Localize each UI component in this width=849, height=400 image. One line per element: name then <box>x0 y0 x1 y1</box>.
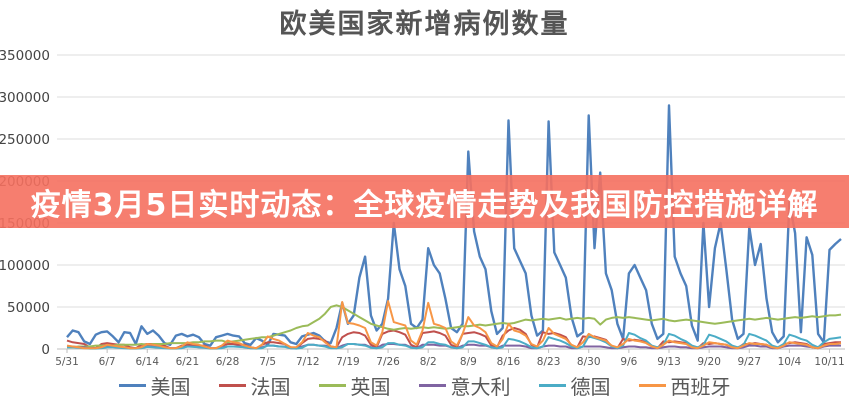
news-banner-text: 疫情3月5日实时动态：全球疫情走势及我国防控措施详解 <box>30 187 819 223</box>
y-axis-label: 0 <box>41 342 50 358</box>
x-axis-label: 9/27 <box>737 356 761 368</box>
legend-marker-spain <box>638 384 666 387</box>
legend-label-usa: 美国 <box>150 375 191 399</box>
legend-item-germany: 德国 <box>538 371 611 400</box>
legend-label-spain: 西班牙 <box>670 375 731 399</box>
legend-label-italy: 意大利 <box>450 375 511 399</box>
x-axis-label: 7/12 <box>296 356 320 368</box>
x-axis-label: 8/9 <box>460 356 477 368</box>
legend-item-spain: 西班牙 <box>638 371 731 400</box>
y-axis-label: 350000 <box>0 48 50 64</box>
x-axis-label: 8/2 <box>420 356 437 368</box>
x-axis-label: 8/16 <box>497 356 521 368</box>
x-axis-label: 6/14 <box>135 356 159 368</box>
legend-marker-germany <box>538 384 566 387</box>
legend-label-uk: 英国 <box>350 375 391 399</box>
legend-marker-uk <box>318 384 346 387</box>
legend-label-germany: 德国 <box>570 375 611 399</box>
x-axis-label: 6/28 <box>216 356 240 368</box>
x-axis-label: 10/4 <box>778 356 802 368</box>
y-axis-label: 250000 <box>0 132 50 148</box>
legend-marker-usa <box>118 384 146 387</box>
legend-marker-france <box>218 384 246 387</box>
chart-legend: 美国 法国 英国 意大利 德国 西班牙 <box>0 371 849 400</box>
legend-item-italy: 意大利 <box>418 371 511 400</box>
x-axis-label: 5/31 <box>55 356 79 368</box>
y-axis-label: 50000 <box>7 300 50 316</box>
series-line-spain <box>66 300 842 350</box>
legend-item-france: 法国 <box>218 371 291 400</box>
x-axis-label: 7/19 <box>336 356 360 368</box>
x-axis-label: 9/13 <box>657 356 681 368</box>
series-line-usa <box>66 104 842 347</box>
x-axis-label: 6/21 <box>176 356 200 368</box>
legend-item-usa: 美国 <box>118 371 191 400</box>
legend-marker-italy <box>418 384 446 387</box>
chart-title: 欧美国家新增病例数量 <box>279 9 570 40</box>
x-axis-label: 10/11 <box>814 356 844 368</box>
news-banner: 疫情3月5日实时动态：全球疫情走势及我国防控措施详解 <box>0 175 849 228</box>
y-axis-label: 300000 <box>0 90 50 106</box>
x-axis-label: 7/5 <box>259 356 276 368</box>
legend-item-uk: 英国 <box>318 371 391 400</box>
x-axis-label: 8/23 <box>537 356 561 368</box>
x-axis-label: 8/30 <box>577 356 601 368</box>
series-line-germany <box>67 332 842 350</box>
x-axis-label: 6/7 <box>99 356 116 368</box>
legend-label-france: 法国 <box>250 375 291 399</box>
x-axis-label: 9/6 <box>620 356 637 368</box>
y-axis-label: 100000 <box>0 258 50 274</box>
series-line-uk <box>67 304 842 349</box>
x-axis-label: 7/26 <box>376 356 400 368</box>
x-axis-label: 9/20 <box>697 356 721 368</box>
